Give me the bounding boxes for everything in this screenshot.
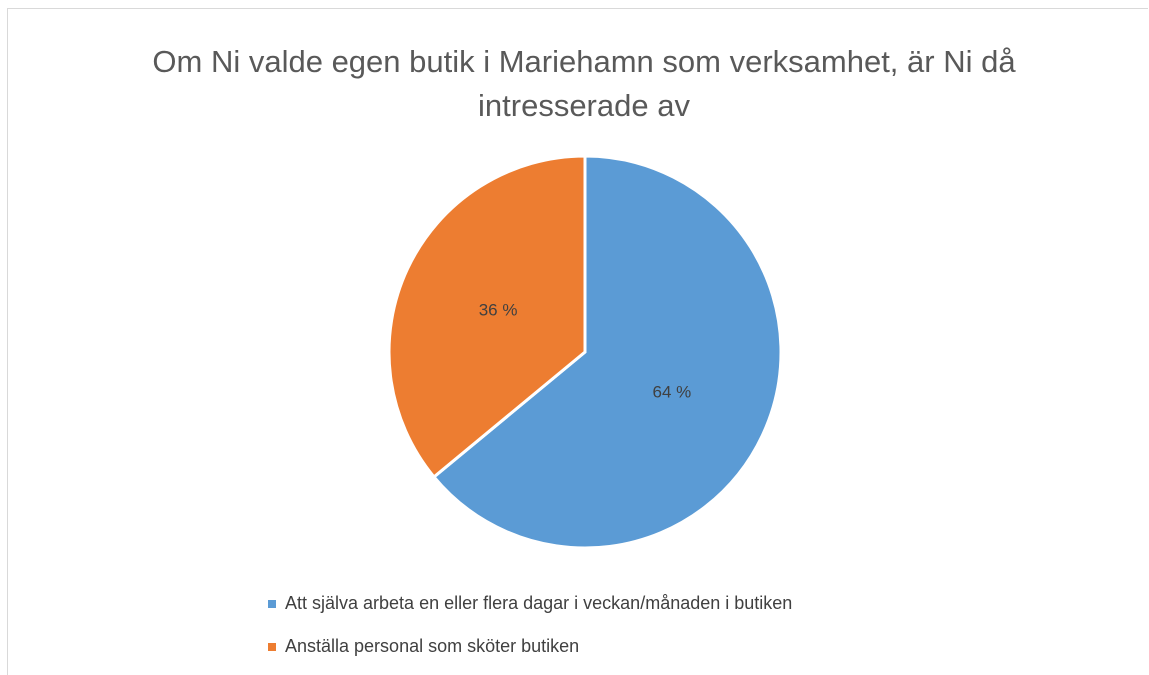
legend-swatch	[268, 600, 276, 608]
legend-swatch	[268, 643, 276, 651]
chart-title: Om Ni valde egen butik i Mariehamn som v…	[152, 44, 1016, 123]
data-label: 64 %	[653, 382, 692, 401]
chart-frame	[7, 8, 1148, 675]
pie-slice	[431, 154, 783, 550]
legend-label: Att själva arbeta en eller flera dagar i…	[285, 593, 792, 613]
pie-slice	[387, 154, 587, 480]
legend-label: Anställa personal som sköter butiken	[285, 636, 579, 656]
data-label: 36 %	[479, 301, 518, 320]
